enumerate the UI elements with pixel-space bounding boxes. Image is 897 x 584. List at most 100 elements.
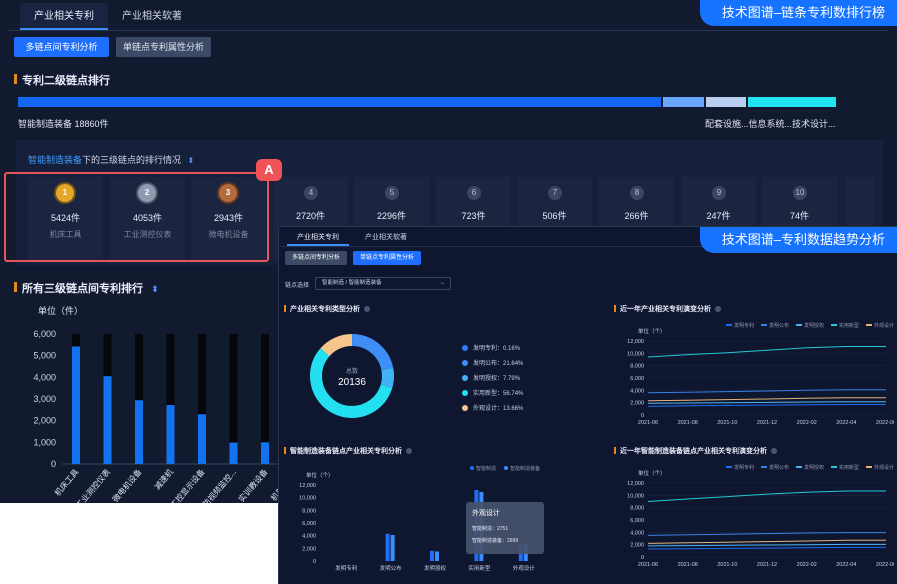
card-count: 723件 [461,211,486,221]
single-node-analysis-button[interactable]: 单链点专利属性分析 [116,37,211,57]
help-icon[interactable] [715,306,721,313]
bar [135,400,143,464]
y-tick-label: 0 [641,555,644,561]
legend-label: 智能制造装备 [510,465,540,472]
legend-dot [462,360,468,367]
y-tick-label: 6,000 [33,329,56,339]
tab-patents[interactable]: 产业相关专利 [20,3,108,30]
help-icon[interactable] [771,448,777,455]
bar [435,551,439,561]
card-count: 506件 [542,211,567,221]
legend-label: 外观设计 [874,322,894,329]
overlay-tab-patents[interactable]: 产业相关专利 [287,229,349,246]
legend-dot [470,466,474,470]
series-line [647,401,886,404]
donut-center-value: 20136 [338,377,366,388]
node-trend-title-text: 近一年智能制造装备链点产业相关专利演变分析 [620,448,767,455]
pie-legend-item: 发明授权：7.79% [462,373,520,382]
rank-number: 4 [304,186,318,200]
series-line [647,546,886,550]
progress-segment [748,97,836,107]
x-tick-label: 实用新型 [468,564,491,572]
bar [72,346,80,464]
sort-icon[interactable]: ⬍ [187,156,195,165]
legend-label: 发明专利 [734,322,754,329]
pie-legend-item: 发明公布：21.64% [462,358,523,367]
x-tick-label: 发明授权 [424,564,447,572]
bar [103,376,112,464]
bar-background [166,334,175,464]
rank-card-2[interactable]: 2 4053件 工业测控仪表 [110,177,185,260]
bar [229,442,238,464]
x-tick-label: 机床工具 [52,467,80,498]
x-tick-label: 2022-06 [876,420,894,426]
progress-right-label: 配套设施...信息系统...技术设计... [705,119,836,129]
bar [430,550,434,561]
trend-title-text: 近一年产业相关专利演变分析 [620,306,711,313]
pie-section-title: 产业相关专利类型分析 [284,304,370,314]
chevron-down-icon: ⌄ [439,280,445,286]
series-line [647,346,886,358]
legend-label: 实用新型 [839,322,859,329]
subtitle-highlight[interactable]: 智能制造装备 [28,155,83,165]
rank-number: 9 [712,186,726,200]
overlay-single-node-button[interactable]: 单链点专利属性分析 [353,251,421,265]
x-tick-label: 外观设计 [513,564,536,572]
x-tick-label: 2022-02 [797,562,817,568]
y-tick-label: 10,000 [627,351,644,357]
x-tick-label: 2021-12 [757,420,777,426]
help-icon[interactable] [406,448,412,455]
trend-section-title: 近一年产业相关专利演变分析 [614,304,721,314]
gold-medal-icon: 1 [56,184,74,202]
help-icon[interactable] [364,306,370,313]
y-tick-label: 10,000 [299,496,316,502]
bar [261,442,269,464]
x-tick-label: 2021-12 [757,562,777,568]
y-tick-label: 6,000 [630,376,644,382]
legend-dot [462,375,468,382]
y-tick-label: 4,000 [630,530,644,536]
series-line [647,543,886,547]
trend-banner: 技术图谱–专利数据趋势分析 [699,227,897,253]
legend-dot [462,390,468,397]
bar-background [135,334,143,464]
section-title-secondary-ranking: 专利二级链点排行 [14,72,110,88]
donut-slice [310,334,394,418]
node-select[interactable]: 智能制造 / 智能制造装备 ⌄ [315,277,451,290]
card-count: 5424件 [50,213,81,223]
ranking-progress-bar [18,97,836,107]
legend-label: 智能制造 [476,465,496,472]
series-line [647,397,886,402]
legend-pct: 56.74% [503,391,524,397]
rank-card-3[interactable]: 3 2943件 微电机设备 [191,177,266,260]
bar [198,414,206,464]
legend-dot [504,466,508,470]
tab-software[interactable]: 产业相关软著 [122,11,182,22]
bar [385,533,390,561]
progress-segment [663,97,704,107]
series-line [647,389,886,394]
pie-title-text: 产业相关专利类型分析 [290,306,360,313]
rank-card-1[interactable]: 1 5424件 机床工具 [28,177,103,260]
x-tick-label: 2022-04 [836,562,856,568]
highlight-box [4,172,269,262]
multi-node-analysis-button[interactable]: 多链点间专利分析 [14,37,109,57]
x-tick-label: 2021-08 [678,562,698,568]
bar-background [229,334,238,464]
overlay-multi-node-button[interactable]: 多链点间专利分析 [285,251,347,265]
pie-legend-item: 外观设计：13.66% [462,403,523,412]
y-tick-label: 4,000 [630,388,644,394]
node-bar-section-title: 智能制造装备链点产业相关专利分析 [284,446,412,456]
y-tick-label: 2,000 [302,546,316,552]
y-tick-label: 2,000 [630,543,644,549]
x-tick-label: 减速机 [152,467,175,492]
patent-type-donut-chart [310,334,394,418]
x-tick-label: 2022-02 [797,420,817,426]
node-trend-section-title: 近一年智能制造装备链点产业相关专利演变分析 [614,446,777,456]
legend-dot [462,345,468,352]
overlay-tab-software[interactable]: 产业相关软著 [365,234,407,241]
main-tab-bar: 产业相关专利 产业相关软著 [8,3,888,31]
sort-icon[interactable]: ⬍ [151,284,159,294]
bar-background [261,334,269,464]
